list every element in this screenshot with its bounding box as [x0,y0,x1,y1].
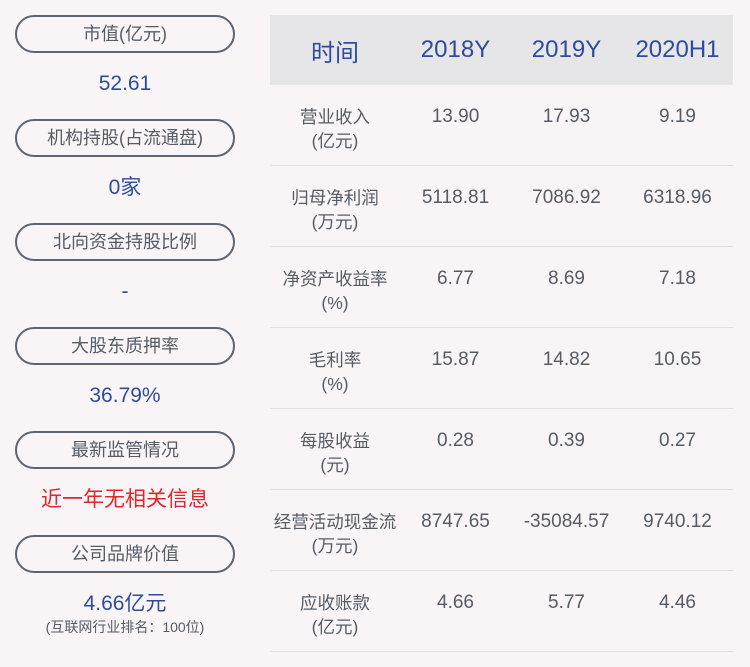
row-label-unit: (万元) [311,536,359,556]
row-label: 归母净利润 (万元) [270,165,400,247]
metric-brand-value: 公司品牌价值 4.66亿元 [15,535,235,639]
table-row: 应收账款 (亿元) 4.66 5.77 4.46 [270,570,733,652]
metric-value: 36.79% [89,384,161,407]
row-label: 毛利率 (%) [270,327,400,409]
row-value: 8.69 [511,246,622,328]
metric-label: 市值(亿元) [15,15,235,53]
row-value: 9.19 [622,85,733,166]
row-value: 17.93 [511,85,622,166]
metric-northbound-ratio: 北向资金持股比例 - [15,223,235,327]
brand-rank-note: (互联网行业排名：100位) [45,619,205,635]
metric-market-cap: 市值(亿元) 52.61 [15,15,235,119]
row-label: 营业收入 (亿元) [270,85,400,166]
row-label-unit: (%) [321,293,349,313]
table-header: 时间 2018Y 2019Y 2020H1 [270,15,733,85]
metric-value: 0家 [108,176,142,199]
row-label-unit: (%) [321,374,349,394]
row-value: 15.87 [400,327,511,409]
row-label-unit: (亿元) [311,617,359,637]
header-time: 时间 [270,15,400,85]
row-label-name: 归母净利润 [291,188,379,208]
metric-pledge-ratio: 大股东质押率 36.79% [15,327,235,431]
row-label-name: 经营活动现金流 [273,512,397,532]
row-label-unit: (万元) [311,212,359,232]
row-label: 净资产收益率 (%) [270,246,400,328]
table-row: 毛利率 (%) 15.87 14.82 10.65 [270,327,733,409]
header-2020h1: 2020H1 [622,15,733,85]
row-label: 每股收益 (元) [270,408,400,490]
header-2018: 2018Y [400,15,511,85]
table-row: 营业收入 (亿元) 13.90 17.93 9.19 [270,85,733,166]
row-value: 0.39 [511,408,622,490]
metric-value: - [121,280,129,303]
row-value: 7.18 [622,246,733,328]
row-label-unit: (亿元) [311,131,359,151]
header-2019: 2019Y [511,15,622,85]
row-value: -35084.57 [511,489,622,571]
metric-regulatory: 最新监管情况 近一年无相关信息 [15,431,235,535]
row-label: 经营活动现金流 (万元) [270,489,400,571]
row-value: 5118.81 [400,165,511,247]
metrics-panel: 市值(亿元) 52.61 机构持股(占流通盘) 0家 北向资金持股比例 - 大股… [15,15,235,639]
metric-label: 公司品牌价值 [15,535,235,573]
row-label: 应收账款 (亿元) [270,570,400,652]
metric-value: 52.61 [98,72,152,95]
row-value: 10.65 [622,327,733,409]
row-value: 5.77 [511,570,622,652]
financial-table: 时间 2018Y 2019Y 2020H1 营业收入 (亿元) 13.90 17.93… [270,15,733,652]
table-row: 经营活动现金流 (万元) 8747.65 -35084.57 9740.12 [270,489,733,571]
row-value: 9740.12 [622,489,733,571]
metric-institutional-holdings: 机构持股(占流通盘) 0家 [15,119,235,223]
table-row: 归母净利润 (万元) 5118.81 7086.92 6318.96 [270,165,733,247]
row-value: 6318.96 [622,165,733,247]
table-row: 每股收益 (元) 0.28 0.39 0.27 [270,408,733,490]
row-label-name: 净资产收益率 [282,269,388,289]
metric-label: 机构持股(占流通盘) [15,119,235,157]
row-label-name: 毛利率 [308,350,362,370]
metric-value: 4.66亿元 [83,592,167,615]
metric-value: 近一年无相关信息 [41,488,209,511]
row-label-unit: (元) [320,455,350,475]
row-value: 0.28 [400,408,511,490]
metric-label: 最新监管情况 [15,431,235,469]
row-value: 7086.92 [511,165,622,247]
metric-label: 北向资金持股比例 [15,223,235,261]
row-label-name: 应收账款 [300,593,370,613]
row-value: 4.46 [622,570,733,652]
row-value: 6.77 [400,246,511,328]
row-label-name: 营业收入 [300,107,370,127]
row-value: 14.82 [511,327,622,409]
table-row: 净资产收益率 (%) 6.77 8.69 7.18 [270,246,733,328]
row-value: 8747.65 [400,489,511,571]
row-label-name: 每股收益 [300,431,370,451]
row-value: 0.27 [622,408,733,490]
metric-label: 大股东质押率 [15,327,235,365]
row-value: 4.66 [400,570,511,652]
row-value: 13.90 [400,85,511,166]
